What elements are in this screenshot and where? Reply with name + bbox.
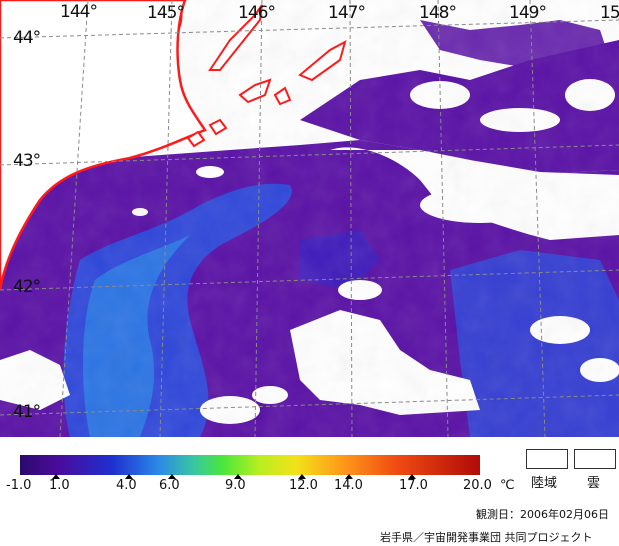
colorbar-tick-label: 9.0 — [225, 478, 246, 493]
lat-label-44: 44° — [13, 28, 41, 48]
land-legend-label: 陸域 — [531, 476, 558, 491]
lat-label-42: 42° — [13, 277, 41, 297]
lon-label-144: 144° — [60, 2, 98, 22]
sea-surface-temperature-map — [0, 0, 619, 437]
hokkaido-coastline — [0, 0, 207, 291]
colorbar-tickmark — [345, 474, 353, 479]
lon-label-150: 15 — [600, 3, 619, 23]
cloud-legend-box — [574, 449, 616, 469]
cloud-legend-label: 雲 — [587, 476, 601, 491]
credit-text: 岩手県／宇宙開発事業団 共同プロジェクト — [380, 531, 593, 544]
lon-label-148: 148° — [419, 3, 457, 23]
lon-label-146: 146° — [238, 3, 276, 23]
colorbar-tick-label: 17.0 — [399, 478, 428, 493]
lat-label-41: 41° — [13, 402, 41, 422]
kuril-islands — [186, 4, 347, 148]
colorbar-tick-label: 4.0 — [116, 478, 137, 493]
colorbar-tick-label: 12.0 — [289, 478, 318, 493]
lat-label-43: 43° — [13, 151, 41, 171]
colorbar-tick-label: 1.0 — [49, 478, 70, 493]
observation-date: 観測日：2006年02月06日 — [476, 508, 609, 521]
land-legend-box — [526, 449, 568, 469]
graticule — [0, 0, 619, 437]
colorbar-tick-label: 14.0 — [334, 478, 363, 493]
colorbar-tickmark — [298, 474, 306, 479]
colorbar-tickmark — [125, 474, 133, 479]
lon-label-145: 145° — [147, 3, 185, 23]
colorbar-tick-label: 6.0 — [159, 478, 180, 493]
colorbar-tickmark — [168, 474, 176, 479]
colorbar-tick-label: 20.0 — [463, 478, 492, 493]
colorbar-tickmark — [234, 474, 242, 479]
lon-label-149: 149° — [509, 3, 547, 23]
colorbar-tickmark — [408, 474, 416, 479]
colorbar-tick-label: -1.0 — [6, 478, 32, 493]
colorbar-tickmark — [52, 474, 60, 479]
colorbar-unit: ℃ — [500, 478, 515, 493]
temperature-colorbar — [20, 455, 480, 475]
lon-label-147: 147° — [328, 3, 366, 23]
